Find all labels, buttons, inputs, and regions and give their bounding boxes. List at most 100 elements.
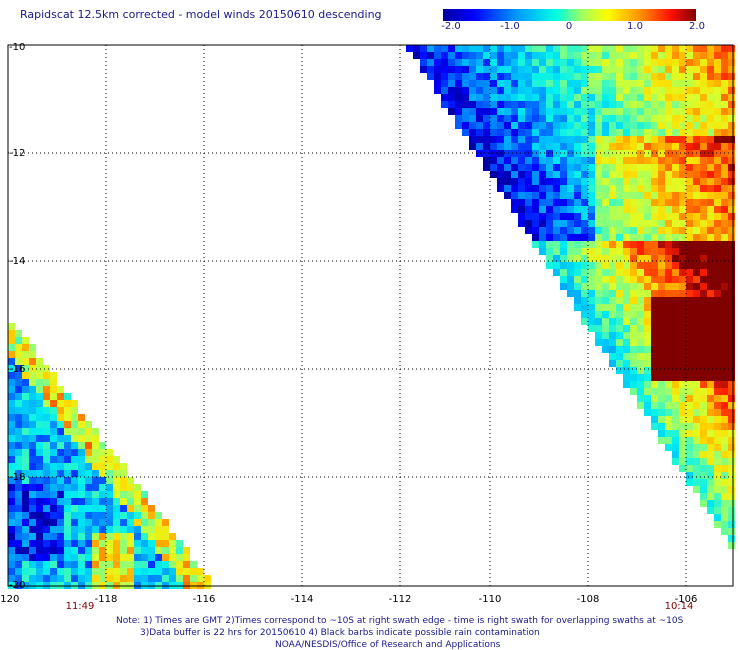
swath-cell [141,491,148,498]
swath-cell [679,94,686,101]
swath-cell [630,304,637,311]
swath-cell [15,351,22,358]
swath-cell [588,241,595,248]
swath-cell [539,199,546,206]
swath-cell [532,115,539,122]
swath-cell [693,66,700,73]
swath-cell [15,421,22,428]
swath-cell [567,52,574,59]
swath-cell [546,220,553,227]
swath-cell [637,255,644,262]
swath-cell [644,108,651,115]
swath-cell [141,533,148,540]
swath-cell [574,220,581,227]
swath-cell [36,449,43,456]
swath-cell [714,255,721,262]
swath-cell [665,101,672,108]
swath-cell [686,73,693,80]
swath-cell [623,164,630,171]
swath-cell [36,505,43,512]
swath-cell [686,458,693,465]
swath-cell [728,325,735,332]
swath-cell [644,395,651,402]
swath-cell [700,150,707,157]
swath-cell [630,171,637,178]
swath-cell [43,463,50,470]
swath-cell [57,456,64,463]
swath-cell [707,87,714,94]
swath-cell [623,206,630,213]
swath-cell [490,136,497,143]
swath-cell [707,409,714,416]
swath-cell [595,262,602,269]
swath-cell [728,465,735,472]
swath-cell [609,304,616,311]
swath-cell [630,122,637,129]
swath-cell [162,575,169,582]
swath-cell [672,346,679,353]
swath-cell [686,325,693,332]
swath-cell [15,386,22,393]
swath-cell [50,477,57,484]
swath-cell [651,73,658,80]
swath-cell [686,381,693,388]
swath-cell [560,248,567,255]
swath-cell [148,533,155,540]
swath-cell [539,80,546,87]
swath-cell [567,66,574,73]
swath-cell [616,325,623,332]
swath-cell [99,554,106,561]
swath-cell [693,73,700,80]
swath-cell [511,150,518,157]
swath-cell [686,255,693,262]
swath-cell [427,59,434,66]
swath-cell [721,101,728,108]
swath-cell [546,234,553,241]
swath-cell [574,269,581,276]
swath-cell [609,332,616,339]
swath-cell [106,491,113,498]
swath-cell [8,561,15,568]
swath-cell [637,101,644,108]
swath-cell [64,568,71,575]
swath-cell [714,206,721,213]
swath-cell [651,157,658,164]
swath-cell [728,402,735,409]
swath-cell [441,73,448,80]
swath-cell [714,66,721,73]
swath-cell [686,269,693,276]
swath-cell [43,498,50,505]
swath-cell [728,283,735,290]
swath-cell [714,430,721,437]
swath-cell [665,262,672,269]
swath-cell [511,185,518,192]
swath-cell [637,185,644,192]
swath-cell [57,393,64,400]
swath-cell [665,409,672,416]
swath-cell [700,311,707,318]
swath-cell [469,108,476,115]
swath-cell [553,234,560,241]
swath-cell [630,129,637,136]
swath-cell [574,304,581,311]
swath-cell [588,192,595,199]
swath-cell [665,199,672,206]
swath-cell [64,407,71,414]
swath-cell [721,402,728,409]
swath-cell [29,554,36,561]
swath-cell [721,486,728,493]
swath-cell [518,52,525,59]
swath-cell [686,129,693,136]
swath-cell [616,353,623,360]
swath-cell [92,428,99,435]
swath-cell [43,456,50,463]
swath-cell [448,45,455,52]
swath-cell [29,519,36,526]
swath-cell [679,374,686,381]
swath-cell [686,479,693,486]
swath-cell [721,178,728,185]
swath-cell [644,325,651,332]
swath-cell [672,150,679,157]
swath-cell [630,234,637,241]
swath-cell [623,262,630,269]
